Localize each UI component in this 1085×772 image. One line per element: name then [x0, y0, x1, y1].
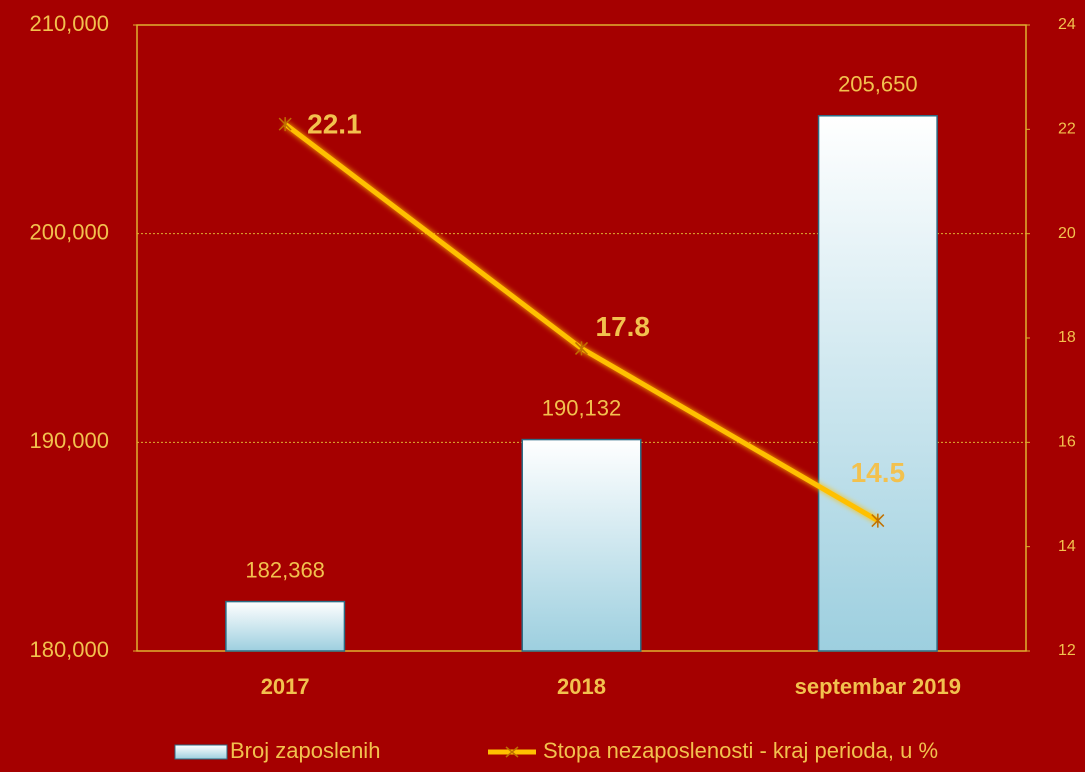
y-tick-label: 200,000 — [29, 219, 109, 244]
line-value-label: 17.8 — [596, 311, 651, 342]
y2-tick-label: 12 — [1058, 642, 1076, 659]
line-marker — [278, 117, 292, 132]
y-tick-label: 180,000 — [29, 637, 109, 662]
y2-tick-label: 16 — [1058, 434, 1076, 451]
y2-tick-label: 18 — [1058, 329, 1076, 346]
legend-swatch — [174, 744, 228, 760]
line-value-label: 22.1 — [307, 109, 362, 140]
y-tick-label: 190,000 — [29, 428, 109, 453]
x-tick-label: septembar 2019 — [795, 674, 961, 699]
x-tick-label: 2017 — [261, 674, 310, 699]
y2-tick-label: 22 — [1058, 121, 1076, 138]
y2-tick-label: 24 — [1058, 16, 1076, 33]
y2-tick-label: 14 — [1058, 538, 1076, 555]
line-marker — [871, 513, 885, 528]
y-tick-label: 210,000 — [29, 11, 109, 36]
y2-tick-label: 20 — [1058, 225, 1076, 242]
legend-label: Broj zaposlenih — [230, 738, 380, 763]
legend-marker — [505, 746, 519, 758]
bar — [521, 438, 642, 652]
bar — [225, 600, 346, 652]
line-value-label: 14.5 — [851, 457, 906, 488]
bar — [817, 115, 938, 652]
bar-value-label: 190,132 — [542, 395, 622, 420]
legend-label: Stopa nezaposlenosti - kraj perioda, u % — [543, 738, 938, 763]
x-tick-label: 2018 — [557, 674, 606, 699]
bar-value-label: 205,650 — [838, 72, 918, 97]
bar-value-label: 182,368 — [245, 557, 325, 582]
line-marker — [574, 341, 589, 356]
